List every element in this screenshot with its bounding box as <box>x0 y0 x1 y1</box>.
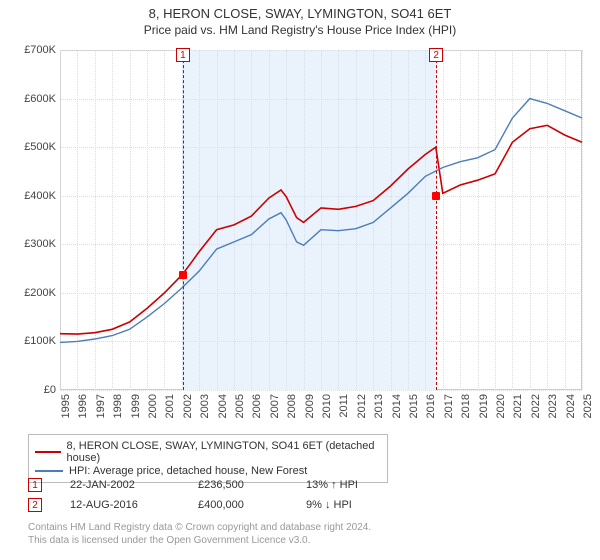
x-axis-label: 1999 <box>130 394 142 418</box>
y-axis-label: £400K <box>0 190 56 202</box>
x-axis-label: 2011 <box>338 394 350 418</box>
chart-title: 8, HERON CLOSE, SWAY, LYMINGTON, SO41 6E… <box>0 6 600 21</box>
legend-swatch <box>35 470 63 472</box>
x-axis-label: 2006 <box>251 394 263 418</box>
x-axis-label: 2013 <box>373 394 385 418</box>
series-hpi <box>60 99 582 343</box>
plot-area: £0£100K£200K£300K£400K£500K£600K£700K199… <box>60 50 582 390</box>
transaction-date: 12-AUG-2016 <box>70 499 170 511</box>
x-axis-label: 2018 <box>460 394 472 418</box>
chart-container: 8, HERON CLOSE, SWAY, LYMINGTON, SO41 6E… <box>0 0 600 560</box>
footer-line-1: Contains HM Land Registry data © Crown c… <box>28 522 371 535</box>
event-marker-box: 1 <box>176 48 190 62</box>
transaction-table: 1 22-JAN-2002 £236,500 13% ↑ HPI 2 12-AUG-201… <box>28 478 396 518</box>
footer-attribution: Contains HM Land Registry data © Crown c… <box>28 522 371 547</box>
x-axis-label: 2008 <box>286 394 298 418</box>
legend-text: HPI: Average price, detached house, New … <box>69 465 307 477</box>
transaction-marker: 2 <box>28 498 42 512</box>
x-axis-label: 2020 <box>495 394 507 418</box>
y-axis-label: £700K <box>0 44 56 56</box>
event-dot <box>432 192 440 200</box>
y-axis-label: £0 <box>0 384 56 396</box>
x-axis-label: 1997 <box>95 394 107 418</box>
x-axis-label: 2022 <box>530 394 542 418</box>
transaction-price: £400,000 <box>198 499 278 511</box>
titles: 8, HERON CLOSE, SWAY, LYMINGTON, SO41 6E… <box>0 0 600 37</box>
x-axis-label: 1996 <box>77 394 89 418</box>
y-axis-label: £100K <box>0 335 56 347</box>
x-axis-label: 2005 <box>234 394 246 418</box>
x-axis-label: 2001 <box>164 394 176 418</box>
event-line <box>436 50 437 390</box>
x-axis-label: 2019 <box>478 394 490 418</box>
x-axis-label: 2012 <box>356 394 368 418</box>
event-dot <box>179 271 187 279</box>
transaction-row: 1 22-JAN-2002 £236,500 13% ↑ HPI <box>28 478 396 492</box>
y-axis-label: £300K <box>0 238 56 250</box>
x-axis-label: 2021 <box>512 394 524 418</box>
x-axis-label: 2009 <box>304 394 316 418</box>
x-axis-label: 2017 <box>443 394 455 418</box>
transaction-price: £236,500 <box>198 479 278 491</box>
transaction-row: 2 12-AUG-2016 £400,000 9% ↓ HPI <box>28 498 396 512</box>
x-axis-label: 2002 <box>182 394 194 418</box>
transaction-marker: 1 <box>28 478 42 492</box>
legend-item: HPI: Average price, detached house, New … <box>35 465 381 477</box>
event-marker-box: 2 <box>429 48 443 62</box>
x-axis-label: 2004 <box>217 394 229 418</box>
x-axis-label: 2025 <box>582 394 594 418</box>
x-axis-label: 1995 <box>60 394 72 418</box>
chart-subtitle: Price paid vs. HM Land Registry's House … <box>0 23 600 37</box>
x-axis-label: 2014 <box>391 394 403 418</box>
x-axis-label: 2023 <box>547 394 559 418</box>
x-axis-label: 2000 <box>147 394 159 418</box>
x-axis-label: 2016 <box>425 394 437 418</box>
x-axis-label: 2024 <box>565 394 577 418</box>
y-axis-label: £600K <box>0 93 56 105</box>
event-line <box>183 50 184 390</box>
y-axis-label: £200K <box>0 287 56 299</box>
x-axis-label: 2003 <box>199 394 211 418</box>
legend: 8, HERON CLOSE, SWAY, LYMINGTON, SO41 6E… <box>28 434 388 483</box>
gridline-v <box>582 50 583 390</box>
legend-text: 8, HERON CLOSE, SWAY, LYMINGTON, SO41 6E… <box>67 440 381 464</box>
x-axis-label: 2015 <box>408 394 420 418</box>
x-axis-label: 1998 <box>112 394 124 418</box>
x-axis-label: 2007 <box>269 394 281 418</box>
footer-line-2: This data is licensed under the Open Gov… <box>28 535 371 548</box>
transaction-delta-vs-hpi: 9% ↓ HPI <box>306 499 396 511</box>
legend-swatch <box>35 451 61 453</box>
transaction-date: 22-JAN-2002 <box>70 479 170 491</box>
legend-item: 8, HERON CLOSE, SWAY, LYMINGTON, SO41 6E… <box>35 440 381 464</box>
gridline-h <box>60 390 582 391</box>
line-series-layer <box>60 50 582 390</box>
y-axis-label: £500K <box>0 141 56 153</box>
x-axis-label: 2010 <box>321 394 333 418</box>
transaction-delta-vs-hpi: 13% ↑ HPI <box>306 479 396 491</box>
